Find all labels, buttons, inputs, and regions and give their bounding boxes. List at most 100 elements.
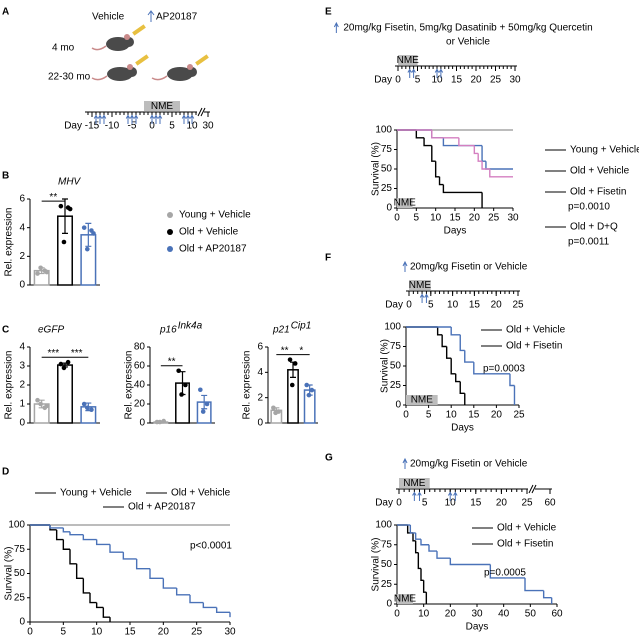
p-value: p=0.0005 — [484, 568, 526, 579]
legend-label: Old + Fisetin — [506, 341, 562, 352]
survival-step — [542, 590, 552, 599]
survival-step — [122, 552, 137, 560]
timeline-tick-label: 60 — [544, 498, 556, 509]
dose-arrow — [185, 114, 191, 124]
data-point — [67, 206, 73, 212]
x-tick-label: 60 — [551, 609, 563, 620]
data-point — [89, 407, 94, 413]
y-axis-label: Rel. expression — [4, 208, 15, 277]
y-tick-label: 20 — [134, 399, 146, 410]
y-tick-label: 100 — [8, 520, 25, 531]
timeline-tick-label: 25 — [521, 498, 533, 509]
survival-step — [509, 373, 515, 387]
timeline-tick-label: 0 — [395, 75, 401, 86]
legend-label: Young + Vehicle — [179, 210, 251, 221]
y-tick-label: 100 — [384, 322, 401, 333]
timeline-tick-label: 30 — [202, 121, 214, 132]
y-tick-label: 3 — [19, 361, 25, 372]
survival-step — [95, 602, 104, 609]
x-tick-label: 5 — [414, 213, 420, 224]
survival-step — [102, 607, 110, 618]
dose-arrow — [189, 114, 195, 124]
timeline-tick-label: 20 — [496, 498, 508, 509]
survival-step — [445, 346, 452, 359]
data-point — [161, 418, 167, 424]
survival-step — [414, 532, 421, 540]
timeline-tick-label: 5 — [415, 75, 421, 86]
legend-marker — [167, 212, 173, 218]
survival-step — [449, 558, 491, 566]
survival-step — [420, 539, 429, 546]
dose-arrow — [101, 114, 107, 124]
data-point — [271, 405, 276, 411]
x-tick-label: 10 — [446, 410, 458, 421]
y-tick-label: 80 — [134, 342, 146, 353]
panel-label: A — [2, 7, 9, 18]
age-label: 4 mo — [52, 43, 75, 54]
p-value: p=0.0003 — [483, 364, 525, 375]
timeline-tick-label: 10 — [447, 300, 459, 311]
nme-period — [406, 395, 438, 405]
legend-label: Young + Vehicle — [60, 488, 132, 499]
significance-label: ** — [281, 345, 289, 356]
survival-step — [109, 544, 124, 553]
y-tick-label: 1 — [19, 399, 25, 410]
data-point — [44, 403, 50, 409]
error-bar — [85, 222, 92, 247]
y-axis-label: Survival (%) — [380, 339, 391, 393]
y-tick-label: 50 — [390, 361, 402, 372]
dose-arrow-icon — [333, 21, 339, 33]
mouse-icon — [91, 24, 146, 51]
x-tick-label: 15 — [449, 213, 461, 224]
data-point — [183, 382, 188, 388]
nme-label: NME — [394, 198, 417, 209]
y-tick-label: 25 — [381, 183, 393, 194]
timeline-tick-label: 10 — [445, 498, 457, 509]
chart-title: p16 — [159, 325, 177, 336]
significance-label: *** — [71, 348, 83, 359]
dose-arrow — [411, 68, 416, 78]
survival-step — [414, 540, 419, 554]
nme-period — [144, 101, 180, 111]
survival-step — [415, 130, 425, 139]
nme-label: NME — [403, 478, 426, 489]
survival-step — [412, 532, 416, 542]
data-point — [292, 361, 298, 366]
data-point — [61, 365, 67, 371]
dose-arrow-icon — [402, 457, 408, 469]
y-axis-label: Rel. expression — [124, 351, 135, 420]
data-point — [198, 387, 203, 393]
y-tick-label: 2 — [257, 392, 263, 403]
survival-step — [485, 161, 513, 170]
survival-step — [473, 145, 479, 155]
legend-label: Old + AP20187 — [179, 244, 247, 255]
survival-step — [489, 169, 513, 178]
data-point — [38, 401, 43, 407]
timeline-tick-label: 10 — [186, 121, 198, 132]
nme-label: NME — [397, 55, 420, 66]
nme-period — [409, 280, 431, 290]
survival-step — [459, 334, 465, 352]
survival-step — [473, 362, 510, 375]
data-point — [287, 357, 293, 362]
panel-label: F — [325, 253, 331, 264]
survival-step — [409, 525, 416, 534]
data-point — [85, 405, 90, 411]
dose-arrow — [419, 293, 425, 303]
survival-step — [442, 137, 483, 147]
data-point — [304, 382, 310, 388]
y-tick-label: 0 — [139, 418, 145, 429]
survival-step — [431, 130, 444, 139]
x-tick-label: 20 — [469, 213, 481, 224]
x-tick-label: 25 — [191, 627, 203, 638]
nme-label: NME — [409, 280, 432, 291]
dose-arrow — [97, 114, 103, 124]
dose-arrow — [434, 68, 440, 78]
x-tick-label: 30 — [507, 213, 519, 224]
timeline-title: 20mg/kg Fisetin or Vehicle — [410, 262, 528, 273]
legend-label: Old + Vehicle — [570, 166, 630, 177]
survival-step — [69, 531, 84, 536]
survival-step — [189, 594, 204, 604]
survival-step — [442, 184, 483, 194]
timeline-tick-label: 25 — [490, 75, 502, 86]
